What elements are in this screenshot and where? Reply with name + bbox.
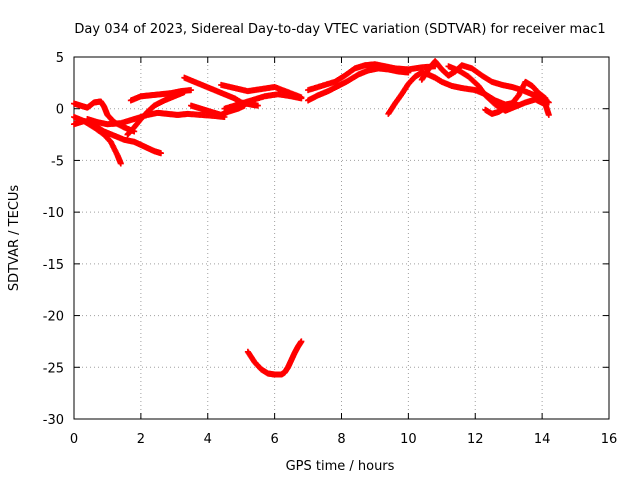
x-tick-label: 8	[337, 432, 345, 447]
x-tick-label: 14	[534, 432, 551, 447]
x-tick-label: 10	[400, 432, 417, 447]
data-point	[298, 95, 305, 102]
y-tick-label: -25	[43, 361, 64, 376]
x-axis-label: GPS time / hours	[286, 459, 395, 474]
series-track-13	[305, 61, 439, 94]
series-track-10	[221, 91, 305, 112]
plot-frame	[73, 56, 610, 420]
y-tick-label: 0	[56, 103, 64, 118]
data-point	[117, 160, 124, 167]
data-point	[545, 111, 552, 118]
data-point	[542, 95, 549, 102]
y-tick-label: 5	[56, 51, 64, 66]
series-track-11	[244, 338, 305, 378]
x-tick-label: 0	[70, 432, 78, 447]
chart-title: Day 034 of 2023, Sidereal Day-to-day VTE…	[74, 22, 605, 37]
series-track-4	[84, 109, 228, 128]
data-point	[298, 338, 305, 345]
data-point	[254, 102, 261, 109]
axis-ticks: 0 2 4 6 8 10 12 14 16 5 0 -5 -10 -15 -20 -25 -30	[43, 51, 618, 447]
y-tick-label: -5	[51, 154, 64, 169]
series-track-3	[71, 113, 164, 157]
y-tick-label: -10	[43, 206, 64, 221]
y-tick-label: -30	[43, 413, 64, 428]
x-tick-label: 2	[137, 432, 145, 447]
series-track-8	[188, 102, 248, 118]
series-track-6	[127, 87, 195, 104]
x-tick-label: 12	[467, 432, 484, 447]
y-tick-label: -15	[43, 258, 64, 273]
series-track-17	[482, 78, 549, 117]
data-point	[157, 150, 164, 157]
data-point	[545, 99, 552, 106]
x-tick-label: 6	[270, 432, 278, 447]
x-tick-label: 16	[601, 432, 618, 447]
y-tick-label: -20	[43, 310, 64, 325]
x-tick-label: 4	[204, 432, 212, 447]
series-track-9	[218, 81, 305, 101]
data-points	[71, 58, 552, 378]
data-point	[188, 87, 195, 94]
series-track-15	[418, 58, 552, 106]
y-axis-label: SDTVAR / TECUs	[7, 185, 22, 292]
